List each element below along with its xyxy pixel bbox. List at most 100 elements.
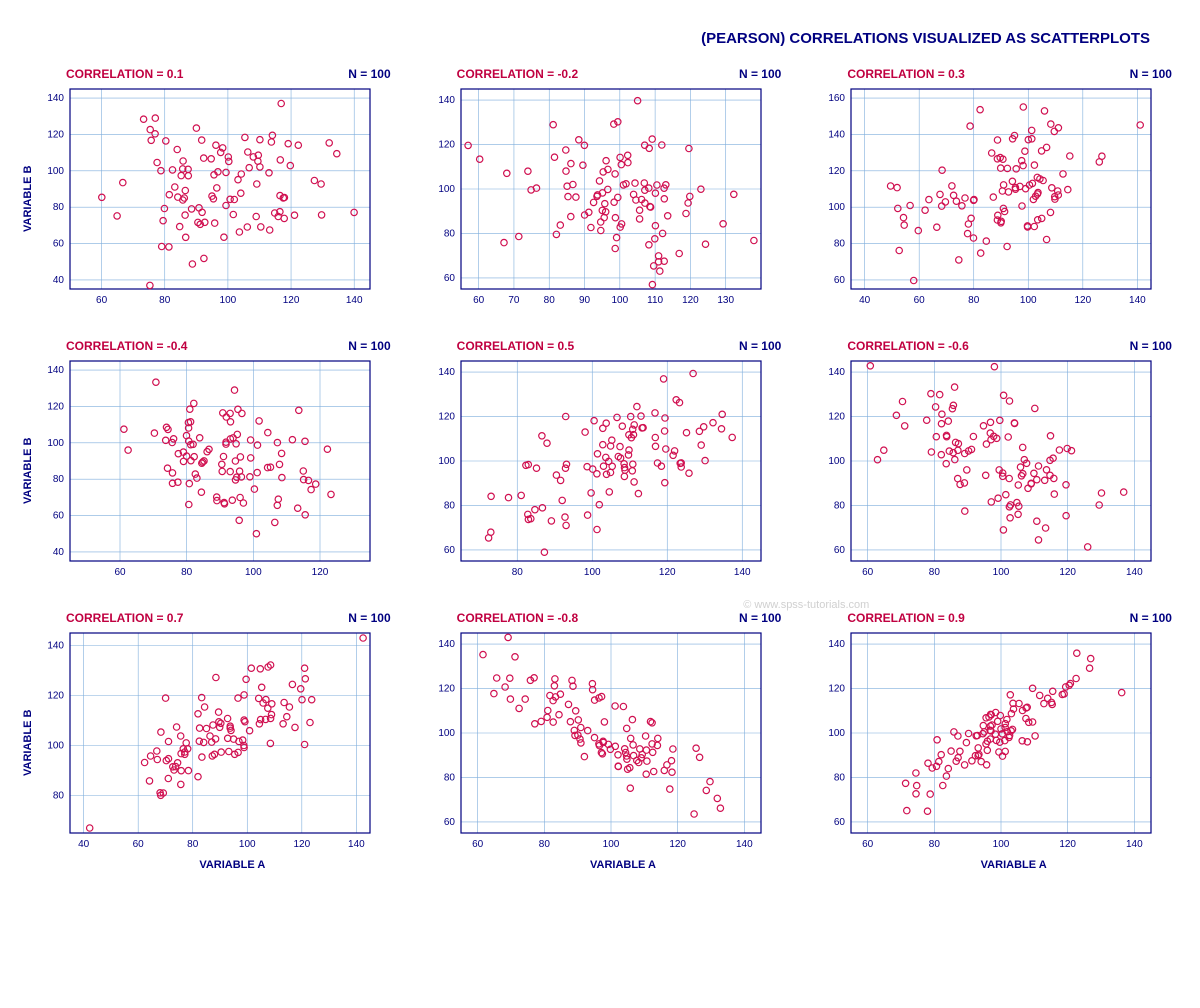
svg-text:100: 100 — [993, 839, 1010, 850]
svg-text:140: 140 — [1129, 295, 1146, 306]
svg-text:100: 100 — [47, 438, 64, 449]
svg-text:140: 140 — [734, 567, 751, 578]
scatter-panel-2: CORRELATION = 0.3N = 100VARIABLE B406080… — [801, 67, 1180, 327]
svg-text:140: 140 — [47, 93, 64, 104]
y-axis-label: VARIABLE B — [20, 85, 38, 313]
svg-text:60: 60 — [133, 839, 145, 850]
svg-text:140: 140 — [736, 839, 753, 850]
correlation-label: CORRELATION = -0.6 — [847, 339, 968, 353]
scatter-plot: 6080100120406080100120140 — [38, 357, 380, 585]
svg-text:120: 120 — [47, 129, 64, 140]
svg-text:80: 80 — [538, 839, 550, 850]
svg-text:100: 100 — [584, 567, 601, 578]
n-label: N = 100 — [348, 339, 390, 353]
svg-text:60: 60 — [444, 817, 456, 828]
correlation-label: CORRELATION = 0.1 — [66, 67, 183, 81]
svg-text:40: 40 — [859, 295, 871, 306]
panel-header: CORRELATION = 0.7N = 100 — [66, 611, 391, 625]
svg-text:120: 120 — [682, 295, 699, 306]
svg-text:80: 80 — [187, 839, 199, 850]
svg-text:120: 120 — [47, 691, 64, 702]
scatter-plot: 60801001201406080100120140 — [819, 357, 1161, 585]
svg-text:140: 140 — [1126, 839, 1143, 850]
svg-text:100: 100 — [993, 567, 1010, 578]
svg-text:80: 80 — [181, 567, 193, 578]
x-axis-label: VARIABLE A — [847, 859, 1180, 871]
correlation-label: CORRELATION = 0.3 — [847, 67, 964, 81]
svg-text:70: 70 — [508, 295, 520, 306]
svg-text:60: 60 — [834, 275, 846, 286]
scatter-plot: 607080901001101201306080100120140 — [429, 85, 771, 313]
scatter-plot: 60801001201406080100120140 — [819, 629, 1161, 857]
scatter-panel-3: CORRELATION = -0.4N = 100 VARIABLE B 60 80 1… — [20, 339, 399, 599]
svg-text:140: 140 — [1126, 567, 1143, 578]
panel-header: CORRELATION = -0.6 N = 100 — [847, 339, 1172, 353]
svg-text:140: 140 — [348, 839, 365, 850]
svg-text:120: 120 — [659, 567, 676, 578]
svg-text:40: 40 — [78, 839, 90, 850]
y-axis-label: VARIABLE B — [20, 357, 38, 585]
svg-text:120: 120 — [438, 684, 455, 695]
svg-text:100: 100 — [47, 741, 64, 752]
svg-text:80: 80 — [53, 202, 65, 213]
svg-text:100: 100 — [245, 567, 262, 578]
svg-text:60: 60 — [444, 273, 456, 284]
svg-text:100: 100 — [47, 166, 64, 177]
watermark: © www.spss-tutorials.com — [743, 599, 869, 611]
svg-text:120: 120 — [283, 295, 300, 306]
svg-text:60: 60 — [862, 839, 874, 850]
correlation-label: CORRELATION = 0.9 — [847, 611, 964, 625]
panel-header: CORRELATION = 0.1N = 100 — [66, 67, 391, 81]
svg-text:60: 60 — [53, 511, 65, 522]
svg-text:120: 120 — [293, 839, 310, 850]
svg-text:120: 120 — [829, 412, 846, 423]
svg-text:60: 60 — [96, 295, 108, 306]
x-axis-label: VARIABLE A — [457, 859, 790, 871]
svg-text:100: 100 — [438, 456, 455, 467]
scatter-panel-6: CORRELATION = 0.7N = 100VARIABLE B406080… — [20, 611, 399, 871]
svg-text:140: 140 — [47, 365, 64, 376]
svg-text:120: 120 — [438, 140, 455, 151]
svg-text:100: 100 — [1020, 295, 1037, 306]
svg-text:60: 60 — [114, 567, 126, 578]
scatter-panel-4: CORRELATION = 0.5N = 100VARIABLE B801001… — [411, 339, 790, 599]
svg-text:80: 80 — [444, 772, 456, 783]
svg-text:140: 140 — [438, 639, 455, 650]
main-title: (PEARSON) CORRELATIONS VISUALIZED AS SCA… — [20, 30, 1150, 47]
svg-text:100: 100 — [438, 184, 455, 195]
svg-text:80: 80 — [929, 839, 941, 850]
svg-text:100: 100 — [611, 295, 628, 306]
svg-text:100: 100 — [239, 839, 256, 850]
panel-header: CORRELATION = -0.8N = 100 — [457, 611, 782, 625]
svg-text:140: 140 — [438, 95, 455, 106]
svg-text:80: 80 — [53, 474, 65, 485]
svg-text:130: 130 — [717, 295, 734, 306]
n-label: N = 100 — [1130, 339, 1172, 353]
svg-text:120: 120 — [829, 684, 846, 695]
svg-text:140: 140 — [829, 639, 846, 650]
svg-text:120: 120 — [47, 401, 64, 412]
correlation-label: CORRELATION = 0.5 — [457, 339, 574, 353]
svg-text:140: 140 — [829, 129, 846, 140]
panel-header: CORRELATION = -0.4N = 100 — [66, 339, 391, 353]
svg-text:80: 80 — [968, 295, 980, 306]
svg-text:100: 100 — [829, 456, 846, 467]
panel-header: CORRELATION = -0.2N = 100 — [457, 67, 782, 81]
scatter-plot: 60801001201406080100120140 — [429, 629, 771, 857]
svg-text:120: 120 — [1060, 839, 1077, 850]
panel-header: CORRELATION = 0.9N = 100 — [847, 611, 1172, 625]
svg-text:80: 80 — [834, 239, 846, 250]
svg-text:120: 120 — [438, 412, 455, 423]
svg-text:120: 120 — [669, 839, 686, 850]
svg-text:120: 120 — [1075, 295, 1092, 306]
n-label: N = 100 — [739, 339, 781, 353]
svg-text:120: 120 — [829, 166, 846, 177]
svg-text:40: 40 — [53, 275, 65, 286]
svg-text:60: 60 — [444, 545, 456, 556]
scatter-panel-7: CORRELATION = -0.8N = 100VARIABLE B60801… — [411, 611, 790, 871]
panel-header: CORRELATION = 0.5 N = 100 — [457, 339, 782, 353]
correlation-label: CORRELATION = 0.7 — [66, 611, 183, 625]
svg-text:160: 160 — [829, 93, 846, 104]
svg-text:140: 140 — [438, 367, 455, 378]
svg-text:80: 80 — [834, 500, 846, 511]
